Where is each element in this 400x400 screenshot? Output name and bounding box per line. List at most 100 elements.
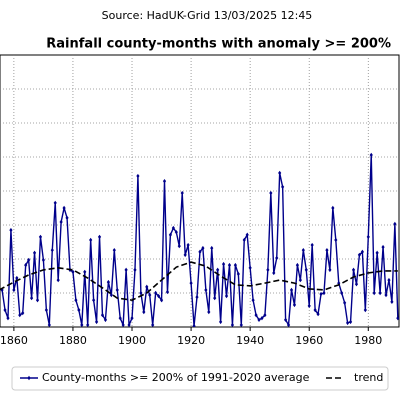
point-marker bbox=[390, 299, 394, 305]
point-marker bbox=[216, 267, 220, 273]
point-marker bbox=[133, 267, 137, 273]
point-marker bbox=[62, 205, 66, 211]
point-marker bbox=[334, 237, 338, 243]
point-marker bbox=[148, 292, 152, 298]
point-marker bbox=[65, 215, 69, 221]
x-tick-label: 1860 bbox=[0, 334, 28, 347]
point-marker bbox=[354, 281, 359, 287]
point-marker bbox=[130, 315, 134, 321]
point-marker bbox=[313, 307, 317, 313]
point-marker bbox=[168, 232, 173, 238]
point-marker bbox=[319, 291, 323, 297]
point-marker bbox=[195, 294, 199, 300]
point-marker bbox=[363, 307, 367, 313]
point-marker bbox=[18, 312, 22, 318]
point-marker bbox=[295, 262, 300, 268]
point-marker bbox=[251, 297, 255, 303]
point-marker bbox=[142, 309, 146, 315]
point-marker bbox=[86, 322, 90, 327]
point-marker bbox=[165, 289, 170, 295]
point-marker bbox=[219, 319, 223, 325]
point-marker bbox=[94, 319, 99, 325]
source: Source: HadUK-Grid 13/03/2025 12:45 bbox=[102, 9, 313, 22]
point-marker bbox=[310, 242, 314, 248]
point-marker bbox=[260, 315, 264, 321]
point-marker bbox=[21, 310, 25, 316]
point-marker bbox=[106, 279, 110, 285]
point-marker bbox=[121, 322, 125, 327]
point-marker bbox=[201, 245, 205, 251]
point-marker bbox=[177, 243, 181, 249]
point-marker bbox=[109, 292, 113, 298]
point-marker bbox=[83, 269, 87, 275]
point-marker bbox=[366, 234, 370, 240]
legend-label: County-months >= 200% of 1991-2020 avera… bbox=[42, 371, 310, 384]
point-marker bbox=[281, 184, 285, 190]
point-marker bbox=[375, 250, 379, 256]
point-marker bbox=[340, 290, 344, 296]
point-marker bbox=[80, 322, 84, 327]
point-marker bbox=[74, 297, 78, 303]
point-marker bbox=[71, 269, 75, 275]
point-marker bbox=[369, 152, 373, 158]
legend-label: trend bbox=[354, 371, 383, 384]
point-marker bbox=[322, 290, 326, 296]
legend-box bbox=[11, 366, 389, 391]
point-marker bbox=[92, 297, 96, 303]
legend: County-months >= 200% of 1991-2020 avera… bbox=[11, 366, 389, 391]
point-marker bbox=[233, 262, 237, 268]
point-marker bbox=[351, 267, 356, 273]
point-marker bbox=[343, 300, 347, 306]
point-marker bbox=[236, 271, 240, 277]
point-marker bbox=[275, 255, 279, 261]
point-marker bbox=[103, 317, 108, 323]
point-marker bbox=[115, 287, 119, 293]
legend-marker bbox=[27, 375, 31, 381]
point-marker bbox=[186, 242, 190, 248]
point-marker bbox=[118, 315, 122, 321]
point-marker bbox=[159, 297, 164, 303]
point-marker bbox=[154, 290, 158, 296]
point-marker bbox=[227, 262, 232, 268]
point-marker bbox=[384, 292, 388, 298]
point-marker bbox=[124, 267, 128, 273]
point-marker bbox=[9, 227, 13, 233]
point-marker bbox=[151, 322, 155, 327]
point-marker bbox=[286, 322, 291, 327]
point-marker bbox=[372, 290, 376, 296]
point-marker bbox=[254, 312, 258, 318]
point-marker bbox=[224, 293, 229, 299]
point-marker bbox=[221, 261, 226, 267]
point-marker bbox=[89, 237, 93, 243]
point-marker bbox=[156, 293, 161, 299]
point-marker bbox=[24, 262, 28, 268]
point-marker bbox=[304, 267, 308, 273]
point-marker bbox=[266, 267, 270, 273]
x-tick-label: 1960 bbox=[295, 334, 323, 347]
plot-frame bbox=[0, 54, 400, 328]
data-area bbox=[0, 152, 399, 327]
point-marker bbox=[198, 249, 202, 255]
point-marker bbox=[360, 249, 364, 255]
point-marker bbox=[269, 190, 273, 196]
point-marker bbox=[183, 252, 187, 258]
point-marker bbox=[100, 312, 105, 318]
point-marker bbox=[50, 247, 54, 253]
point-marker bbox=[162, 178, 167, 184]
point-marker bbox=[387, 277, 391, 283]
point-marker bbox=[289, 287, 294, 293]
point-marker bbox=[331, 205, 335, 211]
chart-title: Rainfall county-months with anomaly >= 2… bbox=[46, 37, 391, 52]
point-marker bbox=[357, 252, 362, 258]
point-marker bbox=[59, 219, 63, 225]
point-marker bbox=[127, 322, 131, 327]
point-marker bbox=[316, 311, 320, 317]
x-tick-label: 1880 bbox=[59, 334, 87, 347]
point-marker bbox=[38, 234, 43, 240]
point-marker bbox=[3, 307, 7, 313]
point-marker bbox=[301, 247, 305, 253]
x-tick-label: 1940 bbox=[236, 334, 264, 347]
point-marker bbox=[6, 315, 10, 321]
